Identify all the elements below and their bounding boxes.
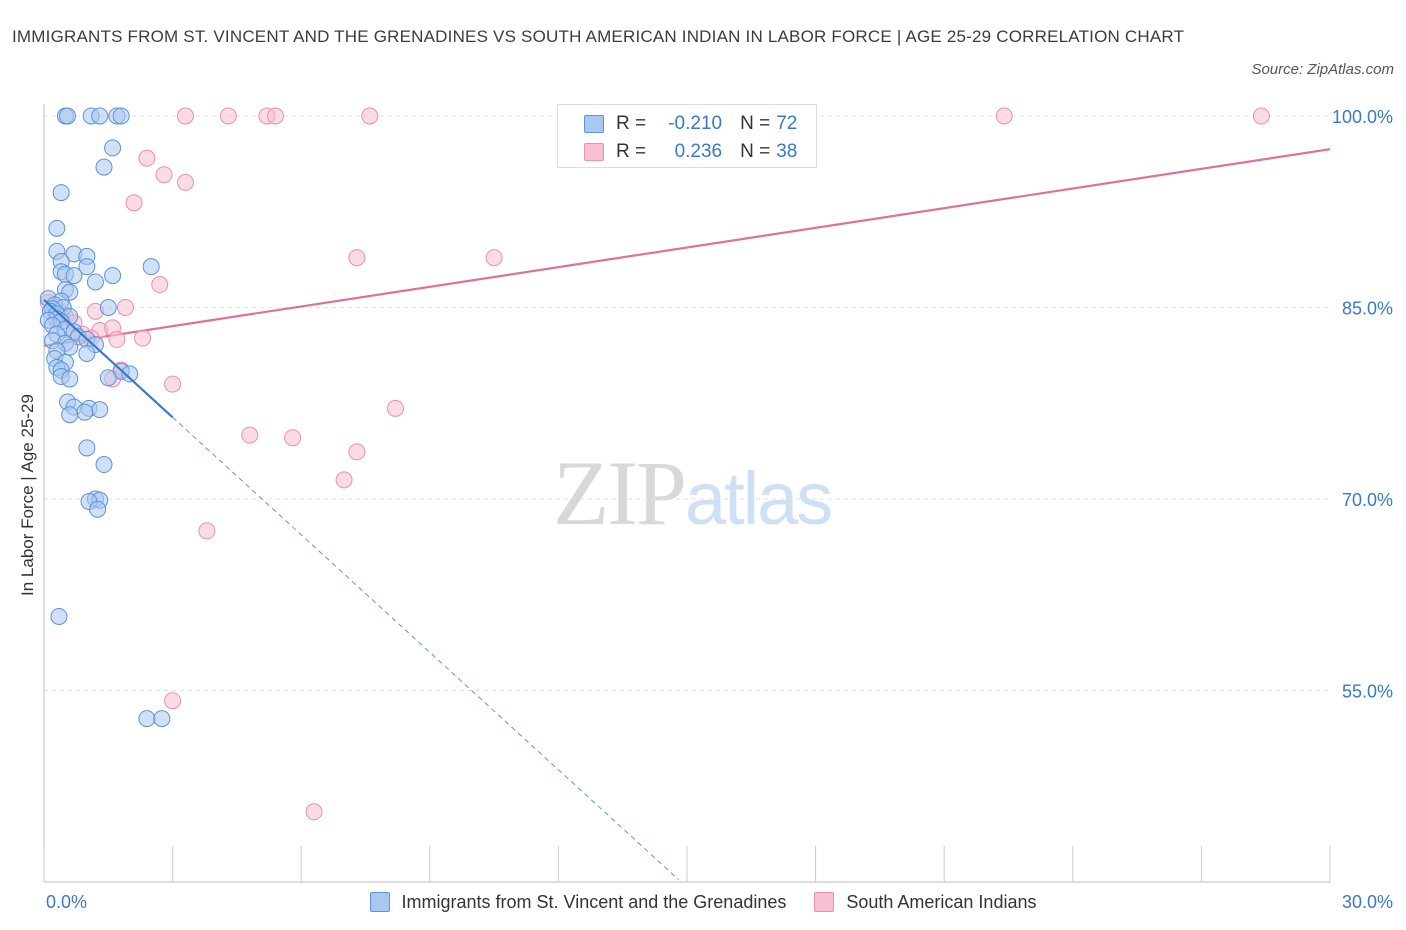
stats-r-label: R = (616, 141, 647, 162)
point-series1 (104, 267, 122, 285)
point-series1 (86, 273, 104, 291)
gridlines (44, 115, 1330, 691)
watermark-zip: ZIP (553, 442, 687, 544)
stats-r-label: R = (616, 113, 647, 134)
point-series2 (241, 426, 259, 444)
legend-swatch-series1 (369, 892, 390, 912)
point-series1 (78, 344, 96, 362)
stats-row-series1: R = -0.210 N = 72 (584, 111, 797, 137)
point-series2 (485, 249, 503, 267)
point-series1 (138, 710, 156, 728)
legend-label-series1: Immigrants from St. Vincent and the Gren… (401, 891, 787, 912)
point-series2 (164, 692, 182, 710)
point-series1 (95, 456, 113, 474)
point-series1 (142, 258, 160, 276)
point-series2 (348, 443, 366, 461)
stats-n-series1: 72 (776, 113, 798, 134)
point-series1 (78, 258, 96, 276)
point-series2 (155, 166, 173, 184)
stats-swatch-series1 (584, 115, 604, 133)
point-series2 (125, 194, 143, 212)
chart-title: IMMIGRANTS FROM ST. VINCENT AND THE GREN… (12, 27, 1185, 46)
watermark: ZIPatlas (553, 440, 833, 546)
point-series1 (99, 369, 117, 387)
point-series2 (348, 249, 366, 267)
point-series2 (138, 149, 156, 167)
point-series1 (99, 299, 117, 316)
point-series2 (387, 399, 405, 417)
legend-swatch-series2 (814, 892, 835, 912)
point-series1 (89, 500, 107, 518)
point-series2 (266, 107, 284, 125)
point-series2 (305, 803, 323, 821)
point-series1 (59, 107, 77, 125)
y-axis-label: In Labor Force | Age 25-29 (18, 394, 37, 596)
point-series1 (48, 219, 66, 237)
x-tick-label-min: 0.0% (46, 892, 87, 912)
point-series2 (176, 107, 194, 125)
legend-item-series1[interactable]: Immigrants from St. Vincent and the Gren… (369, 891, 787, 913)
legend-item-series2[interactable]: South American Indians (814, 892, 1036, 913)
point-series2 (1252, 107, 1270, 125)
points-series2 (39, 107, 1270, 821)
point-series2 (116, 299, 134, 316)
point-series1 (91, 107, 109, 125)
tick-labels: 55.0% 70.0% 85.0% 100.0% 0.0% 30.0% (46, 107, 1393, 912)
point-series1 (76, 403, 94, 421)
axes (43, 104, 1331, 883)
point-series1 (78, 439, 96, 457)
points-series1 (39, 107, 171, 728)
y-tick-label: 55.0% (1342, 682, 1393, 702)
y-tick-label: 85.0% (1342, 299, 1393, 319)
point-series1 (52, 184, 70, 202)
point-series1 (50, 607, 68, 625)
trendline-series1-dashed (172, 416, 679, 880)
point-series1 (104, 139, 122, 157)
trendline-series1-solid (43, 299, 174, 419)
stats-r-series1: -0.210 (668, 113, 723, 134)
trendline-series2 (43, 148, 1331, 347)
y-tick-label: 70.0% (1342, 490, 1393, 510)
point-series2 (995, 107, 1013, 125)
point-series2 (335, 471, 353, 489)
point-series1 (112, 107, 130, 125)
point-series1 (153, 710, 171, 728)
point-series2 (108, 330, 126, 348)
point-series2 (151, 276, 169, 294)
x-tick-label-max: 30.0% (1342, 892, 1393, 912)
point-series2 (219, 107, 237, 125)
point-series1 (61, 370, 79, 388)
stats-n-label: N = (740, 113, 771, 134)
point-series2 (361, 107, 379, 125)
legend-label-series2: South American Indians (846, 891, 1037, 912)
y-tick-label: 100.0% (1332, 107, 1393, 127)
stats-box: R = -0.210 N = 72 R = 0.236 N = 38 (557, 104, 817, 168)
point-series1 (65, 267, 83, 285)
legend: Immigrants from St. Vincent and the Gren… (0, 889, 1406, 915)
trendline-series2-line (43, 148, 1331, 347)
trendline-series1 (43, 299, 679, 880)
stats-swatch-series2 (584, 143, 604, 161)
stats-n-label: N = (740, 141, 771, 162)
point-series1 (61, 406, 79, 424)
source-label: Source: ZipAtlas.com (1251, 61, 1394, 78)
point-series2 (176, 173, 194, 191)
stats-row-series2: R = 0.236 N = 38 (584, 139, 797, 165)
point-series2 (134, 329, 152, 347)
point-series1 (95, 158, 113, 176)
point-series2 (284, 429, 302, 447)
point-series1 (91, 401, 109, 419)
stats-n-series2: 38 (776, 141, 798, 162)
stats-r-series2: 0.236 (674, 141, 723, 162)
point-series1 (121, 365, 139, 383)
point-series2 (198, 522, 216, 540)
point-series2 (164, 375, 182, 393)
